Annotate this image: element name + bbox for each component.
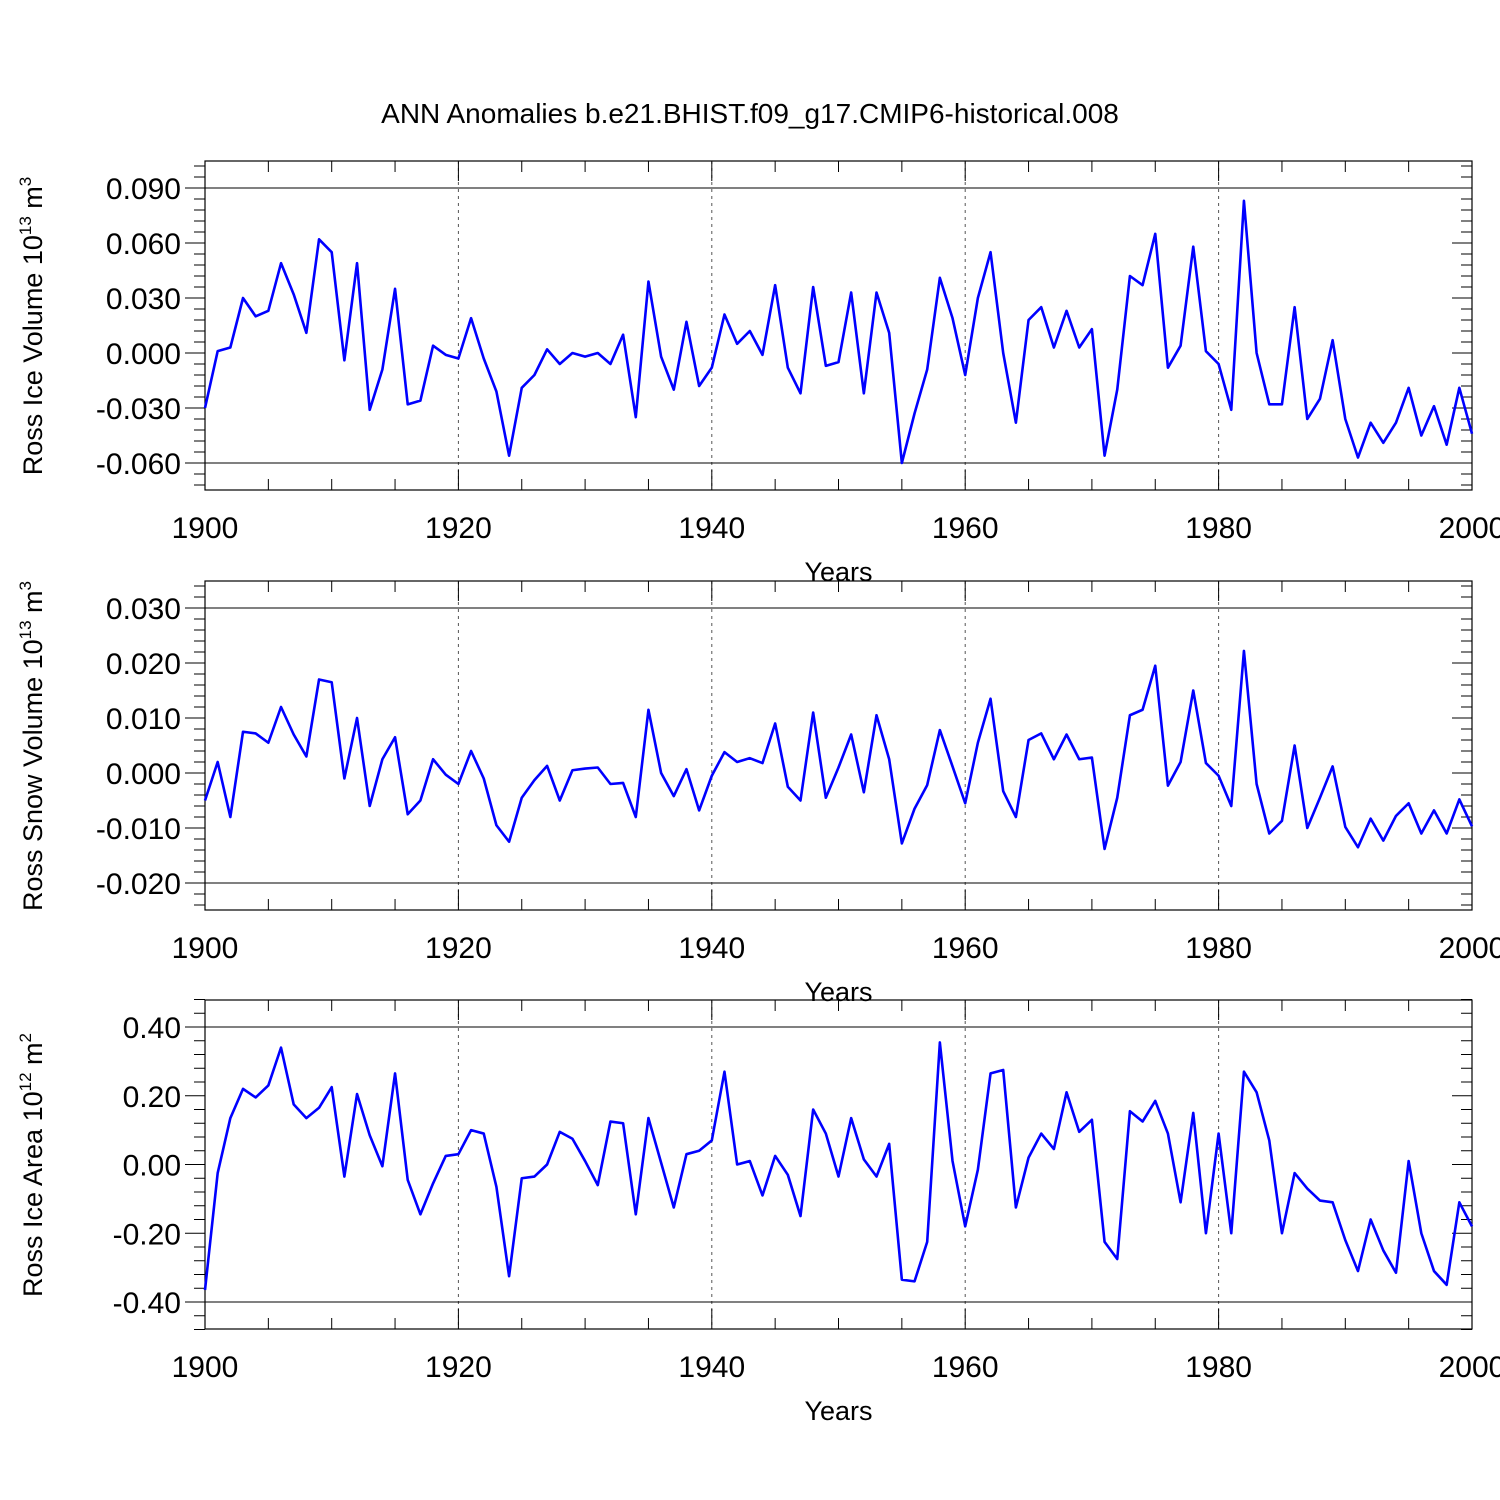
page-title: ANN Anomalies b.e21.BHIST.f09_g17.CMIP6-… [381, 98, 1119, 129]
x-tick-label: 1920 [425, 932, 492, 965]
y-tick-label: 0.40 [123, 1012, 181, 1045]
y-tick-label: -0.030 [96, 393, 181, 426]
panel-snow-volume: 0.030 0.020 0.010 0.000 -0.010 -0.020 1900 1920… [16, 580, 1500, 1007]
x-tick-label: 2000 [1439, 1351, 1500, 1384]
y-tick-label: 0.20 [123, 1081, 181, 1114]
x-tick-label: 1900 [172, 1351, 239, 1384]
x-tick-label: 1940 [678, 932, 745, 965]
x-tick-label: 2000 [1439, 512, 1500, 545]
y-tick-label: 0.010 [106, 703, 181, 736]
plot-frame [204, 999, 1473, 1330]
y-tick-label: -0.40 [113, 1287, 181, 1320]
x-tick-label: 1900 [172, 932, 239, 965]
x-tick-label: 1960 [932, 512, 999, 545]
x-tick-label: 1980 [1185, 932, 1252, 965]
y-tick-label: 0.030 [106, 283, 181, 316]
x-tick-label: 1940 [678, 1351, 745, 1384]
x-tick-label: 1960 [932, 932, 999, 965]
y-tick-label: 0.000 [106, 758, 181, 791]
y-tick-label: -0.020 [96, 868, 181, 901]
x-tick-label: 2000 [1439, 932, 1500, 965]
x-axis-label: Years [804, 1396, 872, 1426]
y-tick-label: -0.060 [96, 448, 181, 481]
x-tick-label: 1920 [425, 512, 492, 545]
y-tick-label: 0.00 [123, 1150, 181, 1183]
y-tick-label: 0.060 [106, 228, 181, 261]
series-line [203, 1041, 1474, 1291]
y-tick-label: 0.000 [106, 338, 181, 371]
x-tick-label: 1940 [678, 512, 745, 545]
x-tick-label: 1900 [172, 512, 239, 545]
y-axis-label: Ross Snow Volume 1013 m3 [16, 581, 48, 911]
y-tick-label: 0.030 [106, 593, 181, 626]
x-tick-label: 1980 [1185, 1351, 1252, 1384]
x-tick-label: 1960 [932, 1351, 999, 1384]
series-line [203, 649, 1474, 851]
y-tick-label: 0.020 [106, 648, 181, 681]
y-tick-label: -0.20 [113, 1218, 181, 1251]
panel-ice-volume: 0.090 0.060 0.030 0.000 -0.030 -0.060 1900 1920… [16, 160, 1500, 587]
y-axis-label: Ross Ice Volume 1013 m3 [16, 177, 48, 476]
panel-ice-area: 0.40 0.20 0.00 -0.20 -0.40 1900 1920 1940 1960 19… [16, 999, 1500, 1426]
y-axis-label: Ross Ice Area 1012 m2 [16, 1033, 48, 1297]
y-tick-label: -0.010 [96, 813, 181, 846]
x-tick-label: 1920 [425, 1351, 492, 1384]
y-tick-label: 0.090 [106, 173, 181, 206]
series-line [203, 199, 1474, 465]
x-tick-label: 1980 [1185, 512, 1252, 545]
